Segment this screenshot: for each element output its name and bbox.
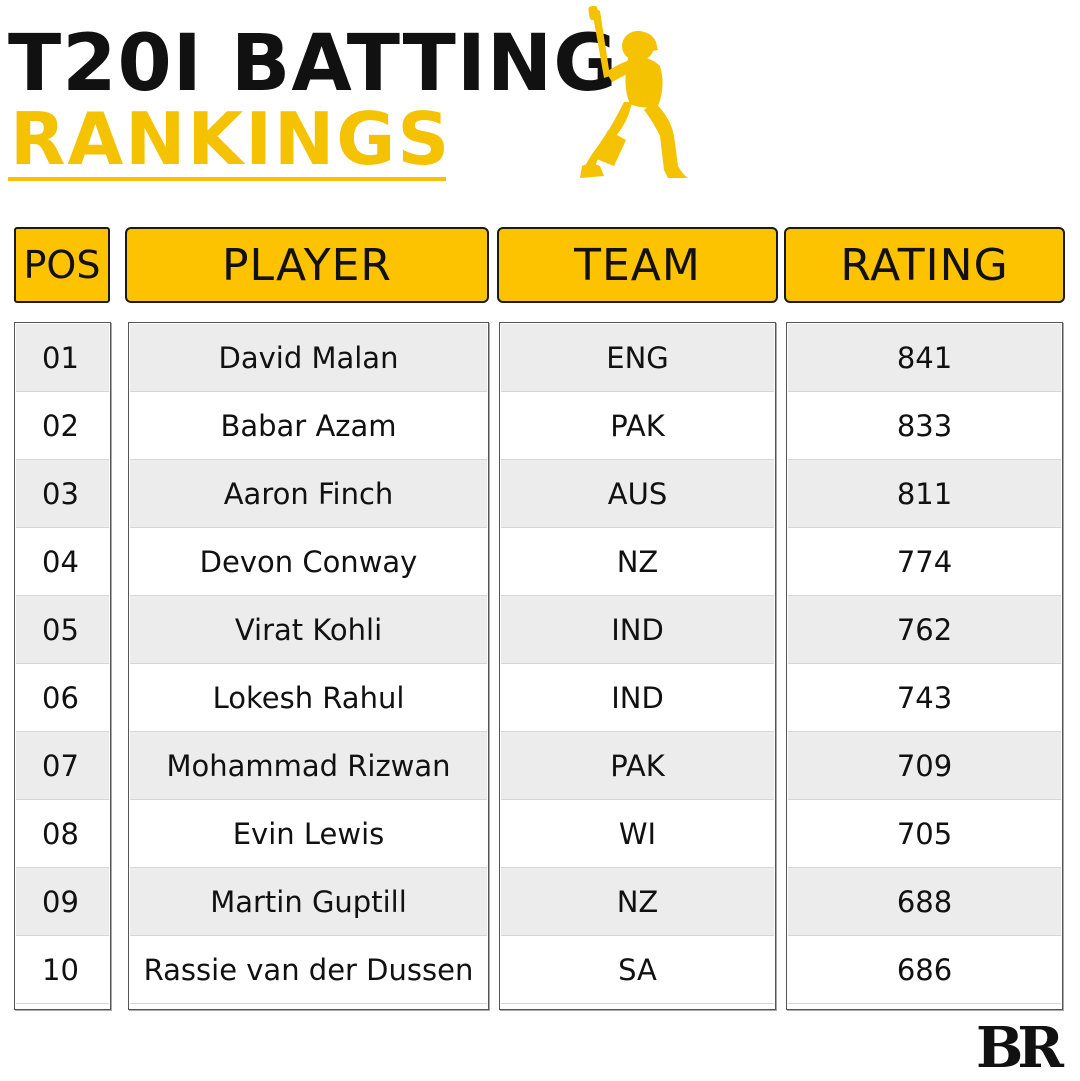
team-cell: PAK [501, 732, 774, 800]
pos-cell: 09 [16, 868, 109, 936]
pos-cell: 01 [16, 324, 109, 392]
title-line-1: T20I BATTING [8, 19, 619, 109]
header-pos: POS [14, 227, 110, 303]
player-column: David Malan Babar Azam Aaron Finch Devon Co… [128, 322, 489, 1010]
rating-cell: 743 [788, 664, 1061, 732]
rating-cell: 709 [788, 732, 1061, 800]
pos-cell: 02 [16, 392, 109, 460]
header-rating: RATING [784, 227, 1065, 303]
team-cell: AUS [501, 460, 774, 528]
player-cell: Babar Azam [130, 392, 487, 460]
cricket-batsman-icon [580, 6, 688, 178]
pos-cell: 07 [16, 732, 109, 800]
team-cell: PAK [501, 392, 774, 460]
title-underline [8, 177, 446, 181]
pos-column: 01 02 03 04 05 06 07 08 09 10 [14, 322, 111, 1010]
rating-cell: 833 [788, 392, 1061, 460]
player-cell: Evin Lewis [130, 800, 487, 868]
player-cell: Lokesh Rahul [130, 664, 487, 732]
rating-cell: 762 [788, 596, 1061, 664]
pos-cell: 04 [16, 528, 109, 596]
team-cell: ENG [501, 324, 774, 392]
rating-cell: 811 [788, 460, 1061, 528]
rating-cell: 705 [788, 800, 1061, 868]
player-cell: Aaron Finch [130, 460, 487, 528]
player-cell: Rassie van der Dussen [130, 936, 487, 1004]
rating-cell: 688 [788, 868, 1061, 936]
pos-cell: 10 [16, 936, 109, 1004]
player-cell: Mohammad Rizwan [130, 732, 487, 800]
rating-column: 841 833 811 774 762 743 709 705 688 686 [786, 322, 1063, 1010]
header-team: TEAM [497, 227, 778, 303]
pos-cell: 03 [16, 460, 109, 528]
player-cell: Martin Guptill [130, 868, 487, 936]
team-cell: SA [501, 936, 774, 1004]
player-cell: Virat Kohli [130, 596, 487, 664]
team-cell: IND [501, 664, 774, 732]
player-cell: Devon Conway [130, 528, 487, 596]
team-cell: IND [501, 596, 774, 664]
team-cell: WI [501, 800, 774, 868]
team-column: ENG PAK AUS NZ IND IND PAK WI NZ SA [499, 322, 776, 1010]
pos-cell: 05 [16, 596, 109, 664]
rating-cell: 841 [788, 324, 1061, 392]
player-cell: David Malan [130, 324, 487, 392]
pos-cell: 06 [16, 664, 109, 732]
pos-cell: 08 [16, 800, 109, 868]
rating-cell: 774 [788, 528, 1061, 596]
team-cell: NZ [501, 868, 774, 936]
title-line-2: RANKINGS [10, 97, 452, 181]
header-player: PLAYER [125, 227, 489, 303]
team-cell: NZ [501, 528, 774, 596]
br-logo: BR [976, 1015, 1064, 1081]
rating-cell: 686 [788, 936, 1061, 1004]
